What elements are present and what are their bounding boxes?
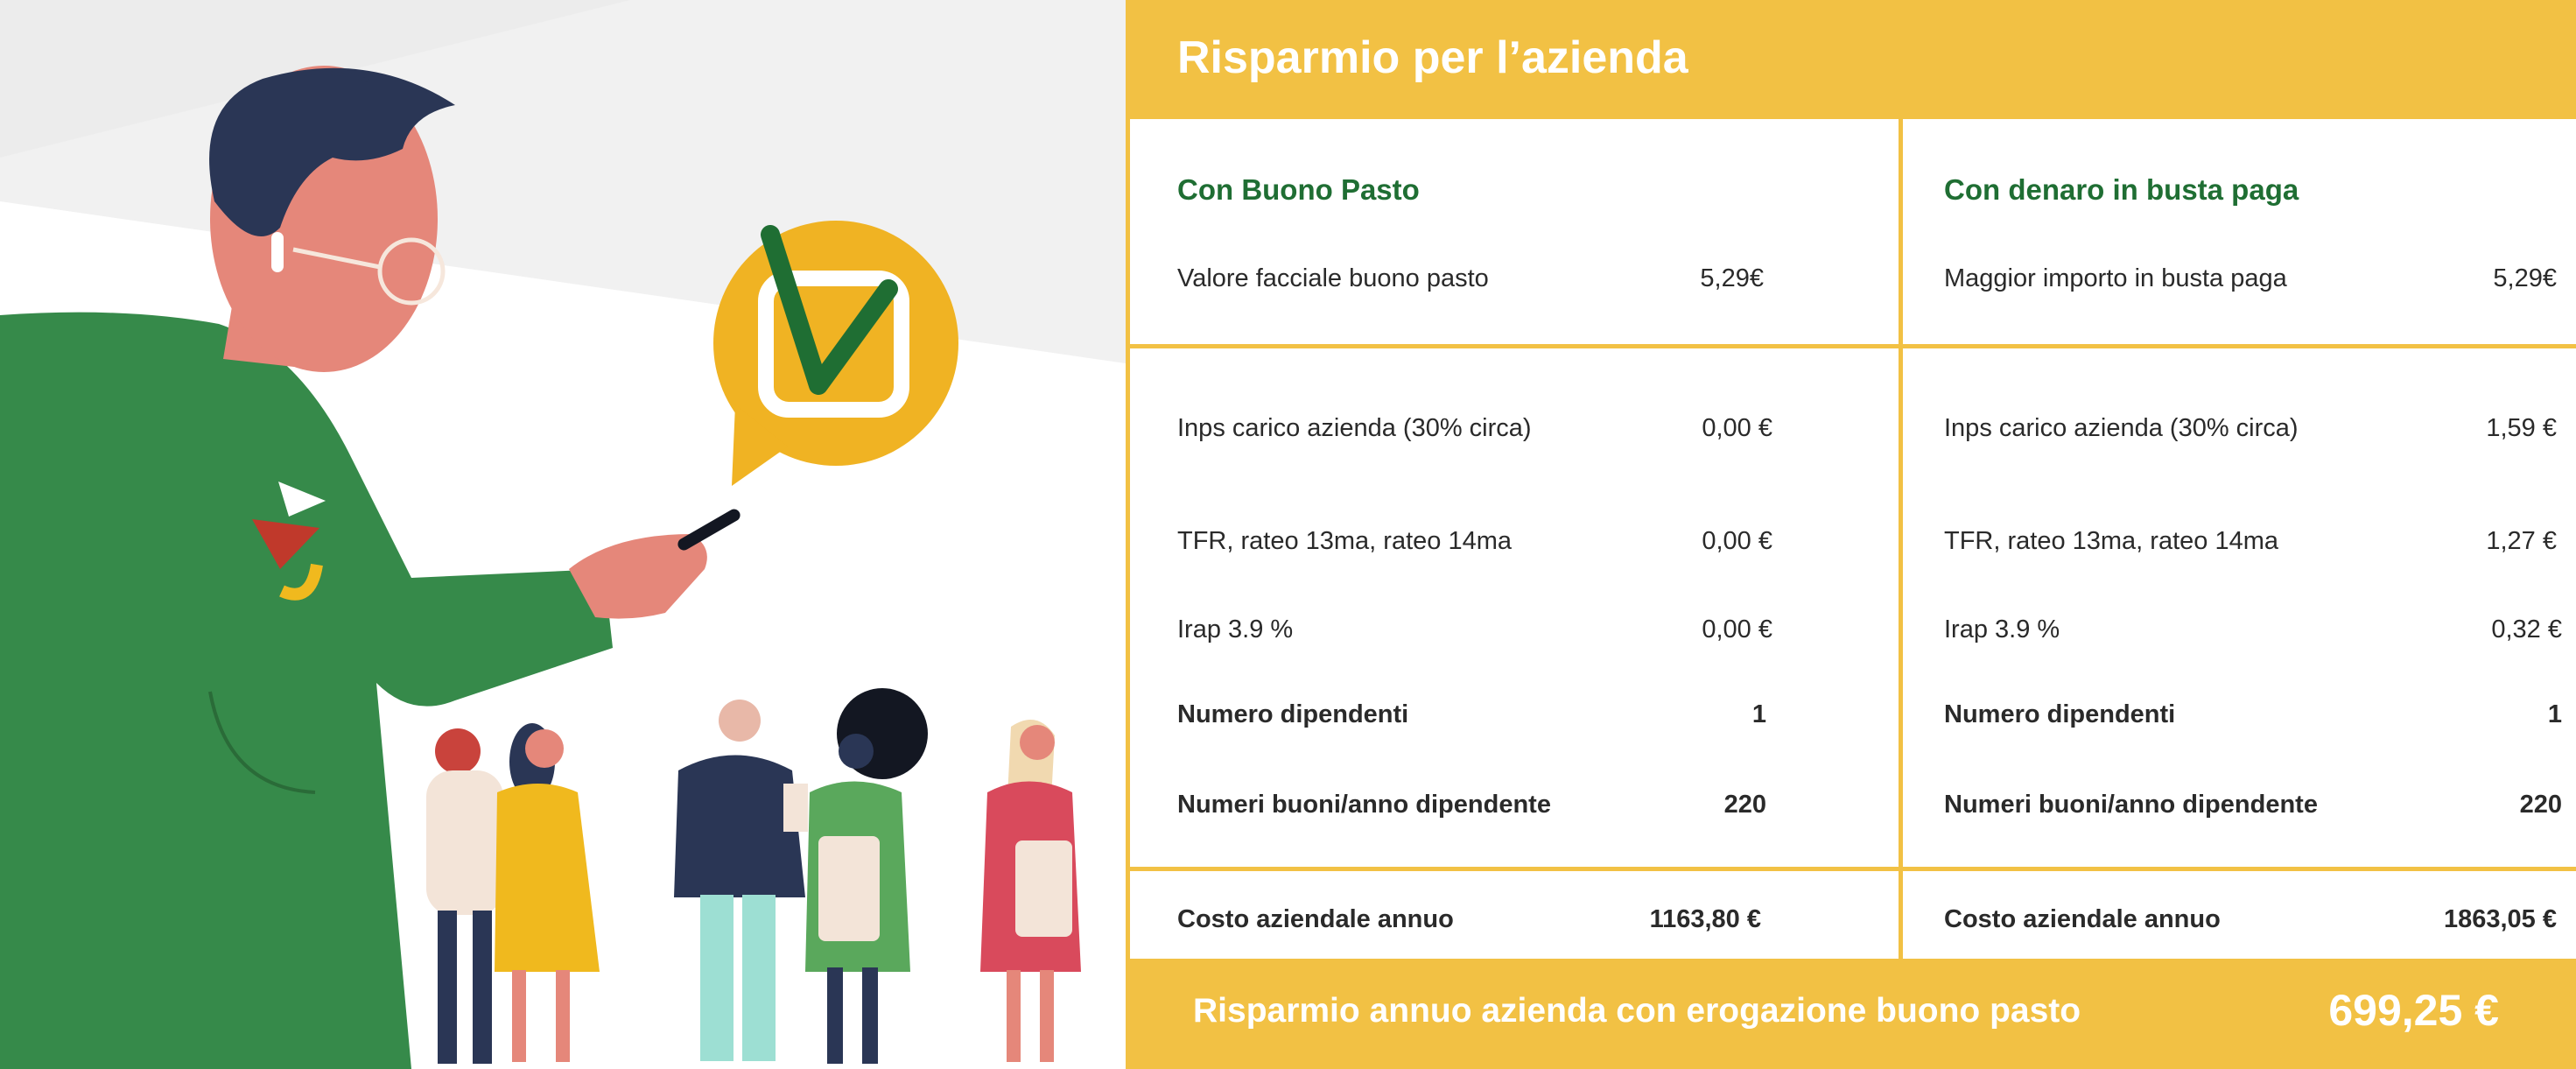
annual-cost-value: 1863,05 €: [2443, 905, 2557, 933]
vouchers-value: 220: [2519, 791, 2562, 819]
crowd-person-2: [495, 723, 600, 1062]
column-heading: Con Buono Pasto: [1177, 173, 1420, 206]
savings-footer: Risparmio annuo azienda con erogazione b…: [1126, 959, 2576, 1069]
inps-value: 1,59 €: [2486, 414, 2557, 442]
row-divider-top: [1126, 344, 2576, 348]
checkmark-speech-bubble-icon: [713, 221, 958, 486]
face-value: 5,29€: [2493, 264, 2557, 292]
irap-label: Irap 3.9 %: [1944, 615, 2060, 644]
savings-value: 699,25 €: [2328, 986, 2499, 1035]
frame-center-divider: [1899, 119, 1903, 959]
panel-header: Risparmio per l’azienda: [1126, 0, 2576, 119]
crowd-person-3: [674, 700, 808, 1061]
face-value: 5,29€: [1700, 264, 1764, 292]
irap-label: Irap 3.9 %: [1177, 615, 1294, 644]
employees-label: Numero dipendenti: [1944, 700, 2176, 728]
tfr-label: TFR, rateo 13ma, rateo 14ma: [1944, 527, 2278, 555]
page-title: Risparmio per l’azienda: [1177, 32, 1688, 83]
employees-value: 1: [1751, 700, 1766, 728]
main-figure: [0, 66, 741, 1069]
inps-value: 0,00 €: [1702, 414, 1772, 442]
inps-label: Inps carico azienda (30% circa): [1944, 414, 2299, 442]
hero-illustration: [0, 0, 1126, 1069]
employees-label: Numero dipendenti: [1177, 700, 1409, 728]
savings-panel: Risparmio per l’azienda Con Buono Pasto …: [1126, 0, 2576, 1069]
irap-value: 0,00 €: [1702, 615, 1772, 644]
employees-value: 1: [2547, 700, 2562, 728]
inps-label: Inps carico azienda (30% circa): [1177, 414, 1532, 442]
savings-label: Risparmio annuo azienda con erogazione b…: [1193, 992, 2081, 1030]
face-value-label: Maggior importo in busta paga: [1944, 264, 2287, 292]
vouchers-label: Numeri buoni/anno dipendente: [1944, 791, 2318, 819]
crowd-person-1: [426, 728, 503, 1064]
tfr-value: 1,27 €: [2486, 527, 2557, 555]
tfr-label: TFR, rateo 13ma, rateo 14ma: [1177, 527, 1512, 555]
tfr-value: 0,00 €: [1702, 527, 1772, 555]
vouchers-label: Numeri buoni/anno dipendente: [1177, 791, 1551, 819]
frame-left-border: [1126, 119, 1130, 959]
annual-cost-value: 1163,80 €: [1649, 905, 1761, 933]
annual-cost-label: Costo aziendale annuo: [1944, 905, 2221, 933]
vouchers-value: 220: [1723, 791, 1766, 819]
column-heading: Con denaro in busta paga: [1944, 173, 2299, 206]
face-value-label: Valore facciale buono pasto: [1177, 264, 1489, 292]
crowd-person-4: [805, 688, 928, 1064]
irap-value: 0,32 €: [2491, 615, 2562, 644]
row-divider-bottom: [1126, 867, 2576, 871]
annual-cost-label: Costo aziendale annuo: [1177, 905, 1454, 933]
crowd-person-5: [980, 720, 1081, 1062]
